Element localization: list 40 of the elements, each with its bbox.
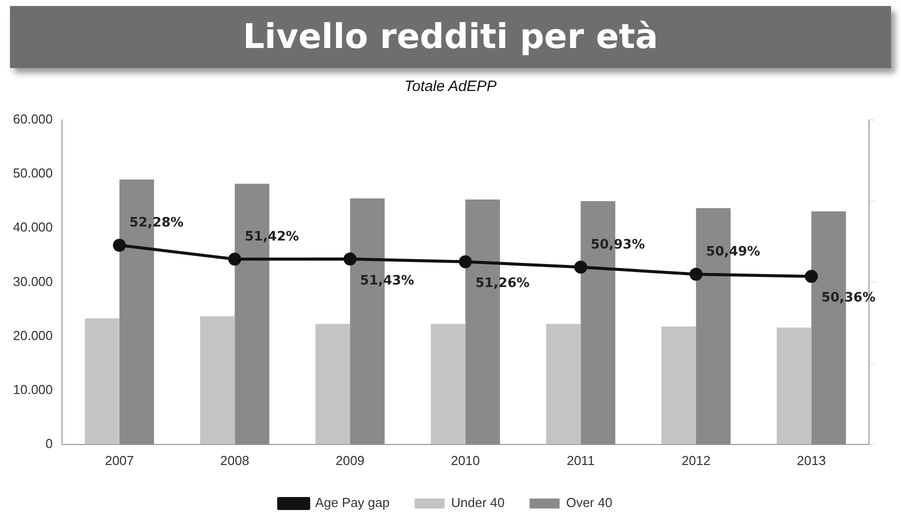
y-tick-label: 20.000 (12, 328, 53, 343)
data-label: 52,28% (129, 216, 184, 231)
y-tick-label: 10.000 (12, 382, 53, 397)
y-tick-label: 0 (46, 436, 53, 451)
point (344, 252, 357, 266)
x-tick-label: 2008 (220, 452, 250, 468)
point (112, 238, 126, 252)
point (690, 268, 703, 281)
bar (776, 328, 812, 444)
chart-subtitle: Totale AdEPP (403, 78, 498, 95)
y-tick-label: 60.000 (12, 112, 53, 127)
bar (661, 326, 696, 444)
legend-label: Age Pay gap (315, 495, 390, 510)
bar (546, 324, 581, 444)
data-label: 50,93% (590, 237, 645, 252)
point (458, 255, 472, 268)
bar (430, 324, 466, 444)
data-label: 50,36% (821, 290, 876, 306)
x-tick-label: 2013 (796, 452, 826, 468)
chart-title: Livello redditi per età (10, 6, 891, 68)
y-tick-label: 30.000 (12, 274, 53, 289)
point (574, 260, 588, 274)
x-tick-label: 2010 (450, 452, 480, 468)
x-tick-label: 2007 (104, 452, 134, 468)
bar (84, 318, 120, 444)
x-tick-label: 2011 (566, 452, 595, 468)
data-label: 51,43% (360, 273, 414, 288)
point (228, 252, 242, 266)
legend-label: Over 40 (566, 495, 612, 510)
data-label: 51,26% (475, 276, 530, 292)
data-label: 50,49% (706, 244, 760, 260)
x-tick-label: 2012 (682, 452, 710, 468)
point (804, 270, 818, 283)
bar (315, 324, 350, 444)
x-tick-label: 2009 (336, 452, 365, 468)
bar (200, 316, 235, 444)
y-tick-label: 40.000 (12, 220, 53, 235)
legend-label: Under 40 (451, 495, 505, 510)
data-label: 51,42% (244, 230, 299, 245)
y-tick-label: 50.000 (12, 166, 53, 181)
